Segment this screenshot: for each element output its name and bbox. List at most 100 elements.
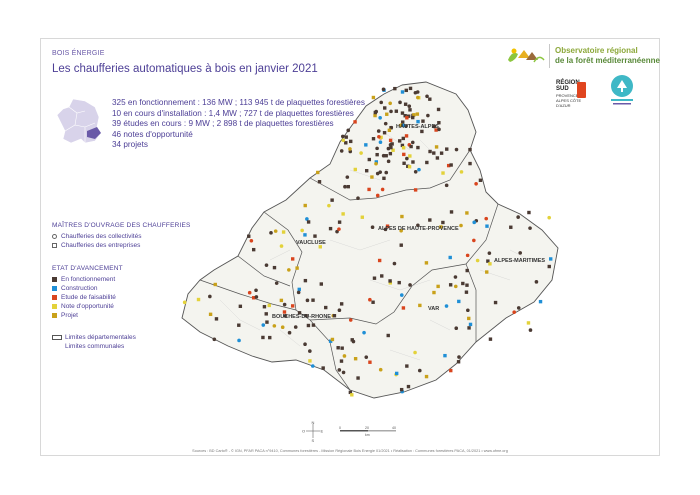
facility-square-marker — [237, 323, 241, 327]
facility-square-marker — [401, 120, 405, 124]
facility-square-marker — [416, 145, 420, 150]
stat-operating: 325 en fonctionnement : 136 MW ; 113 945… — [112, 98, 365, 107]
facility-square-marker — [339, 302, 344, 306]
facility-circle-marker — [351, 339, 356, 344]
facility-circle-marker — [249, 239, 254, 243]
square-icon — [52, 243, 57, 248]
facility-square-marker — [428, 149, 432, 154]
facility-circle-marker — [274, 281, 279, 285]
facility-square-marker — [262, 305, 267, 309]
facility-square-marker — [432, 151, 436, 155]
legend-item-label: Limites départementales — [65, 334, 136, 341]
facility-square-marker — [468, 322, 473, 327]
facility-circle-marker — [399, 228, 403, 233]
compass-o: O — [302, 429, 305, 434]
facility-circle-marker — [413, 90, 418, 95]
facility-square-marker — [311, 323, 316, 327]
facility-circle-marker — [465, 253, 470, 258]
facility-square-marker — [425, 160, 429, 165]
facility-square-marker — [214, 317, 219, 321]
facility-circle-marker — [269, 231, 273, 235]
facility-circle-marker — [345, 175, 350, 179]
facility-square-marker — [295, 266, 299, 270]
study-swatch-icon — [52, 295, 57, 300]
facility-square-marker — [406, 114, 411, 118]
facility-square-marker — [436, 284, 440, 289]
facility-square-marker — [337, 220, 342, 224]
facility-square-marker — [297, 287, 301, 292]
scale-bar: 0 20 40 km — [339, 426, 396, 437]
facility-circle-marker — [389, 125, 394, 130]
facility-square-marker — [408, 86, 413, 91]
facility-square-marker — [418, 303, 422, 308]
facility-square-marker — [364, 143, 368, 147]
facility-circle-marker — [413, 170, 418, 174]
legend-item-collectivites: Chaufferies des collectivités — [52, 232, 191, 241]
facility-square-marker — [348, 390, 353, 395]
facility-square-marker — [304, 314, 308, 318]
facility-square-marker — [434, 145, 439, 149]
facility-circle-marker — [388, 101, 392, 106]
facility-square-marker — [412, 113, 416, 117]
facility-square-marker — [349, 139, 353, 144]
facility-square-marker — [435, 156, 440, 160]
facility-square-marker — [306, 323, 311, 328]
facility-square-marker — [493, 300, 498, 305]
compass-e: E — [321, 429, 324, 434]
facility-square-marker — [409, 144, 413, 149]
facility-square-marker — [411, 160, 415, 164]
region-logo-line2: SUD — [556, 86, 569, 92]
facility-circle-marker — [370, 225, 375, 230]
legend-item-study: Etude de faisabilité — [52, 293, 123, 302]
facility-circle-marker — [457, 355, 461, 359]
facility-circle-marker — [432, 124, 437, 129]
facility-circle-marker — [413, 350, 417, 355]
facility-circle-marker — [466, 308, 470, 313]
facility-circle-marker — [362, 330, 366, 335]
facility-square-marker — [356, 376, 360, 380]
dept-label-var: VAR — [428, 306, 439, 312]
facility-circle-marker — [383, 121, 388, 126]
facility-square-marker — [261, 335, 265, 340]
facility-square-marker — [251, 296, 256, 300]
facility-square-marker — [393, 86, 397, 91]
facility-square-marker — [467, 326, 471, 330]
facility-circle-marker — [279, 244, 284, 248]
facility-circle-marker — [399, 293, 404, 297]
section-label: BOIS ÉNERGIE — [52, 50, 105, 57]
facility-square-marker — [549, 257, 553, 261]
facility-circle-marker — [416, 223, 420, 228]
facility-square-marker — [303, 278, 308, 283]
facility-square-marker — [332, 313, 337, 318]
legend-status-title: ETAT D'AVANCEMENT — [52, 265, 123, 272]
facility-square-marker — [372, 276, 377, 280]
facility-square-marker — [344, 135, 348, 139]
facility-square-marker — [468, 161, 472, 166]
facility-circle-marker — [399, 123, 403, 128]
region-outline — [181, 81, 559, 399]
facility-circle-marker — [237, 338, 241, 343]
facility-square-marker — [526, 321, 531, 325]
chaufferie-points — [182, 86, 553, 397]
facility-circle-marker — [454, 147, 459, 152]
facility-circle-marker — [272, 324, 277, 328]
region-flag-icon — [577, 82, 586, 98]
legend-limits: Limites départementales Limites communal… — [52, 333, 136, 351]
circle-icon — [52, 234, 57, 239]
facility-square-marker — [478, 178, 483, 182]
department-borders — [199, 149, 499, 391]
facility-circle-marker — [341, 138, 346, 143]
facility-circle-marker — [459, 170, 464, 174]
facility-square-marker — [400, 143, 405, 148]
facility-square-marker — [527, 210, 531, 215]
legend-item-commune-limits: Limites communales — [52, 342, 136, 351]
facility-square-marker — [344, 141, 348, 145]
facility-square-marker — [336, 346, 340, 350]
facility-square-marker — [445, 147, 449, 151]
facility-square-marker — [290, 304, 295, 308]
facility-circle-marker — [280, 325, 285, 329]
facility-square-marker — [441, 171, 445, 175]
facility-square-marker — [328, 339, 333, 343]
facility-square-marker — [268, 335, 272, 340]
facility-circle-marker — [348, 318, 353, 322]
